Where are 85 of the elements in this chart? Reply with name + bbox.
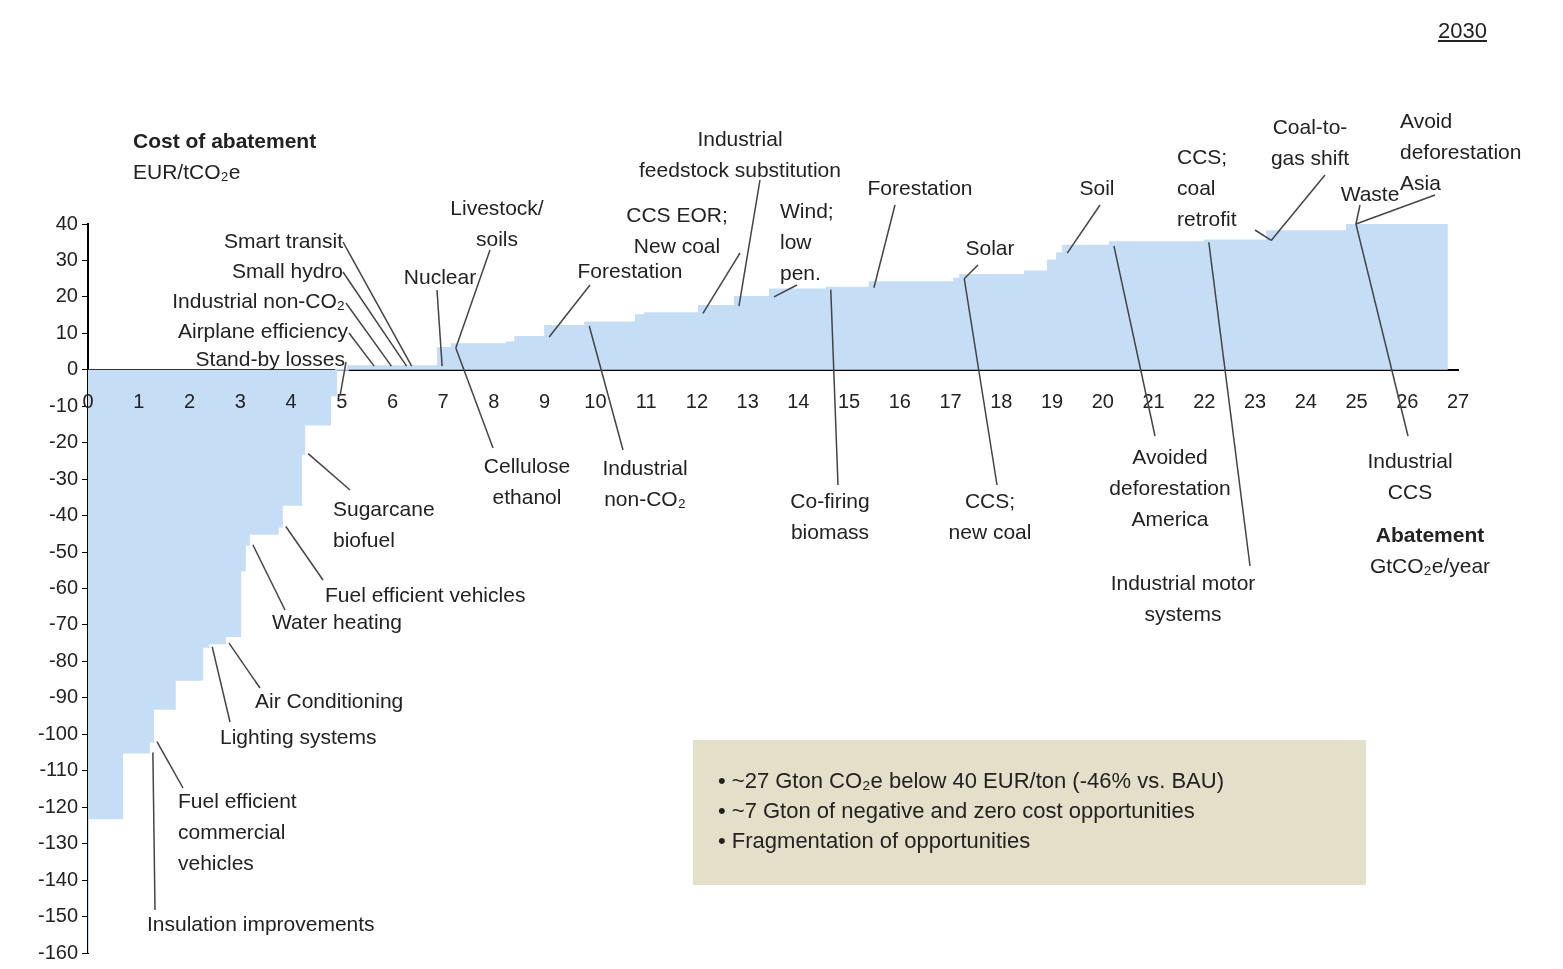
annotation: Avoided deforestation America — [1109, 445, 1231, 530]
x-tick-label: 1 — [133, 389, 145, 412]
annotation: CCS; coal retrofit — [1177, 145, 1237, 230]
y-tick-label: 40 — [55, 211, 78, 234]
y-tick-label: -10 — [49, 393, 78, 416]
x-tick-label: 8 — [488, 389, 500, 412]
annotation: Livestock/ soils — [450, 196, 544, 250]
y-tick-label: -160 — [37, 940, 78, 963]
x-tick-label: 24 — [1294, 389, 1317, 412]
x-tick-label: 4 — [285, 389, 297, 412]
annotation: Small hydro — [232, 259, 343, 282]
annotation: Air Conditioning — [255, 689, 404, 712]
annotation: Co-firing biomass — [790, 489, 870, 543]
annotation: Industrial feedstock substitution — [639, 127, 841, 181]
x-tick-label: 23 — [1243, 389, 1267, 412]
y-tick-label: -140 — [37, 867, 78, 890]
annotation: Smart transit — [223, 229, 344, 252]
annotation: Coal-to- gas shift — [1270, 115, 1350, 169]
annotation: Waste — [1340, 182, 1400, 205]
annotation: Wind; low pen. — [780, 199, 834, 284]
y-tick-label: -50 — [49, 539, 78, 562]
x-tick-label: 10 — [584, 389, 607, 412]
annotation: Forestation — [867, 176, 973, 199]
annotation: Avoid deforestation Asia — [1400, 109, 1522, 194]
x-tick-label: 14 — [787, 389, 810, 412]
annotation: Soil — [1079, 176, 1115, 199]
y-tick-label: -130 — [37, 831, 78, 854]
annotation: Nuclear — [403, 265, 477, 288]
annotation: • Fragmentation of opportunities — [718, 827, 1032, 855]
y-tick-label: -100 — [37, 721, 78, 744]
y-tick-label: 0 — [66, 357, 78, 380]
annotation: Lighting systems — [220, 725, 377, 748]
annotation: Solar — [965, 236, 1015, 259]
x-tick-label: 18 — [990, 389, 1013, 412]
x-tick-label: 27 — [1446, 389, 1470, 412]
y-tick-label: -20 — [49, 430, 78, 453]
y-tick-label: -60 — [49, 576, 78, 599]
y-tick-label: 20 — [55, 284, 78, 307]
x-tick-label: 17 — [939, 389, 962, 412]
x-tick-label: 22 — [1193, 389, 1216, 412]
y-tick-label: -30 — [49, 466, 78, 489]
x-tick-label: 16 — [888, 389, 911, 412]
y-tick-label: 30 — [55, 247, 78, 270]
x-tick-label: 7 — [437, 389, 449, 412]
x-axis-title: Abatement GtCO₂e/year — [1369, 523, 1491, 577]
y-axis-title: Cost of abatement EUR/tCO₂e — [133, 129, 317, 183]
x-tick-label: 25 — [1345, 389, 1368, 412]
x-tick-label: 6 — [386, 389, 399, 412]
annotation: Industrial CCS — [1367, 449, 1453, 503]
x-tick-label: 11 — [635, 389, 657, 412]
annotation: Fuel efficient commercial vehicles — [178, 789, 297, 874]
chart-title: 2030 — [1438, 18, 1487, 44]
annotation: Fuel efficient vehicles — [325, 583, 526, 606]
annotation: Cellulose ethanol — [483, 454, 571, 508]
annotation: Sugarcane biofuel — [333, 497, 435, 551]
x-tick-label: 3 — [234, 389, 246, 412]
annotation: Forestation — [577, 259, 683, 282]
y-tick-label: -150 — [37, 904, 78, 927]
y-tick-label: -80 — [49, 648, 78, 671]
y-tick-label: -110 — [39, 758, 78, 781]
annotation: Airplane efficiency — [177, 319, 349, 342]
x-tick-label: 19 — [1040, 389, 1064, 412]
x-tick-label: 9 — [539, 389, 551, 412]
annotation: Stand-by losses — [195, 347, 345, 370]
x-tick-label: 2 — [183, 389, 196, 412]
annotation: Industrial motor systems — [1110, 571, 1256, 625]
x-tick-label: 15 — [837, 389, 861, 412]
x-tick-label: 5 — [336, 389, 348, 412]
annotation: • ~7 Gton of negative and zero cost opportunities — [718, 797, 1196, 825]
y-tick-label: 10 — [55, 320, 78, 343]
y-tick-label: -70 — [49, 612, 78, 635]
annotation: Industrial non-CO₂ — [602, 456, 688, 510]
annotation: Water heating — [272, 610, 402, 633]
annotation: CCS; new coal — [948, 489, 1032, 543]
y-tick-label: -40 — [49, 503, 78, 526]
x-tick-label: 20 — [1091, 389, 1114, 412]
y-tick-label: -120 — [37, 794, 78, 817]
x-tick-label: 13 — [736, 389, 759, 412]
annotation: • ~27 Gton CO₂e below 40 EUR/ton (-46% vs. BAU) — [718, 767, 1225, 795]
annotation: Insulation improvements — [147, 912, 375, 935]
x-tick-label: 12 — [685, 389, 709, 412]
note-box: • ~27 Gton CO₂e below 40 EUR/ton (-46% vs. BAU) • ~7 Gton of negative and zero cost opportunities • Fragmentation of opportunities — [693, 740, 1366, 885]
y-tick-label: -90 — [49, 685, 78, 708]
annotation: Industrial non-CO₂ — [172, 289, 345, 312]
annotation: CCS EOR; New coal — [626, 203, 728, 257]
